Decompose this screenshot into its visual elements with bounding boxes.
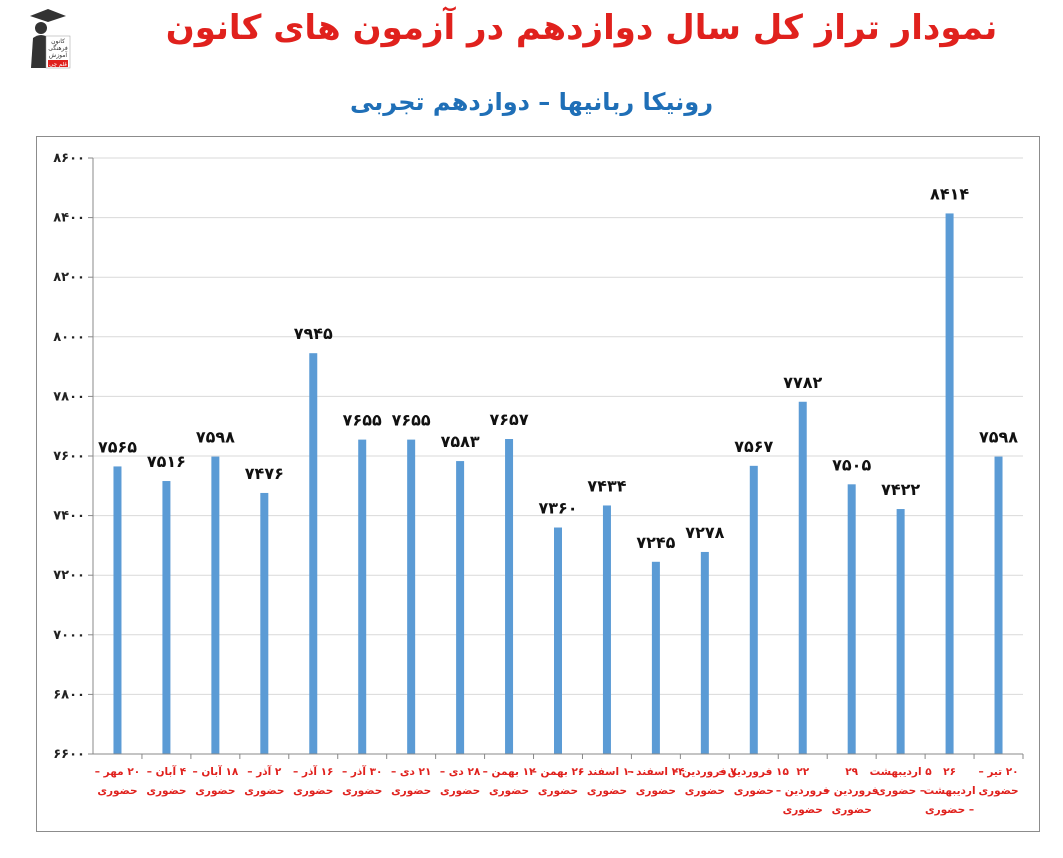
x-tick-label: فروردین – xyxy=(776,785,830,797)
data-label: ۷۳۶۰ xyxy=(538,499,577,518)
y-tick-label: ۷۴۰۰ xyxy=(53,509,85,524)
x-tick-label: فروردین – xyxy=(825,785,879,797)
bar xyxy=(896,509,905,754)
x-tick-label: – حضوری xyxy=(876,785,925,797)
x-tick-label: حضوری xyxy=(97,785,137,797)
data-label: ۷۵۸۳ xyxy=(441,432,480,451)
y-tick-label: ۶۶۰۰ xyxy=(53,747,85,762)
y-tick-label: ۸۶۰۰ xyxy=(53,151,85,166)
chart-subtitle: رونیکا ربانیها – دوازدهم تجربی xyxy=(349,88,714,116)
logo-text-2: آموزش xyxy=(49,50,68,59)
x-tick-label: ۲۸ دی – xyxy=(440,766,481,778)
data-label: ۷۴۳۴ xyxy=(587,476,626,495)
logo-text-3: قلم چی xyxy=(49,62,67,68)
x-tick-label: حضوری xyxy=(636,785,676,797)
x-tick-label: ۱۸ آبان – xyxy=(192,765,238,778)
x-tick-label: ۲۰ مهر – xyxy=(95,766,140,778)
x-tick-label: ۲۰ تیر – xyxy=(978,766,1018,778)
bar xyxy=(456,461,465,754)
y-tick-label: ۷۲۰۰ xyxy=(53,568,85,583)
data-label: ۷۵۱۶ xyxy=(147,452,186,471)
chart-title: نمودار تراز کل سال دوازدهم در آزمون های … xyxy=(165,8,998,48)
data-label: ۷۷۸۲ xyxy=(783,373,822,392)
y-tick-label: ۷۶۰۰ xyxy=(53,449,85,464)
y-tick-label: ۸۰۰۰ xyxy=(53,330,85,345)
x-tick-label: حضوری xyxy=(342,785,382,797)
x-tick-label: حضوری xyxy=(244,785,284,797)
chart-frame xyxy=(36,136,1040,832)
data-label: ۷۶۵۵ xyxy=(343,411,382,430)
bar xyxy=(602,505,611,754)
bar xyxy=(211,456,220,754)
data-label: ۸۴۱۴ xyxy=(930,184,969,203)
data-label: ۷۶۵۵ xyxy=(392,411,431,430)
bar xyxy=(798,401,807,754)
x-tick-label: ۲۹ xyxy=(845,766,858,778)
bar xyxy=(749,465,758,754)
x-tick-label: ۵ اردیبهشت xyxy=(870,766,933,778)
x-tick-label: ۴ آبان – xyxy=(147,765,187,778)
data-label: ۷۴۷۶ xyxy=(245,464,284,483)
data-label: ۷۵۹۸ xyxy=(196,428,235,447)
x-tick-label: ۳۰ آذر – xyxy=(342,765,382,778)
x-tick-label: ۱۶ آذر – xyxy=(293,765,333,778)
logo-text-1: فرهنگی xyxy=(48,44,68,52)
x-tick-label: حضوری xyxy=(489,785,529,797)
x-tick-label: ۲۶ xyxy=(943,766,956,778)
y-tick-label: ۶۸۰۰ xyxy=(53,687,85,702)
x-tick-label: ۲ آذر – xyxy=(247,765,282,778)
x-tick-label: ۷ فروردین – xyxy=(673,766,737,778)
x-tick-label: ۱۵ فروردین – xyxy=(719,766,790,778)
bar xyxy=(994,456,1003,754)
x-tick-label: – حضوری xyxy=(925,804,974,816)
data-label: ۷۹۴۵ xyxy=(294,324,333,343)
bar xyxy=(113,466,122,754)
x-tick-label: ۲۶ بهمن – xyxy=(532,766,585,778)
data-label: ۷۵۶۷ xyxy=(734,437,773,456)
y-tick-label: ۸۲۰۰ xyxy=(53,270,85,285)
y-tick-label: ۷۰۰۰ xyxy=(53,628,85,643)
x-tick-label: حضوری xyxy=(391,785,431,797)
data-label: ۷۲۷۸ xyxy=(685,523,724,542)
data-label: ۷۲۴۵ xyxy=(636,533,675,552)
x-tick-label: حضوری xyxy=(685,785,725,797)
x-tick-label: حضوری xyxy=(440,785,480,797)
bar xyxy=(847,484,856,754)
data-label: ۷۴۲۲ xyxy=(881,480,920,499)
kanoon-logo: کانون فرهنگی آموزش قلم چی xyxy=(26,6,72,72)
x-tick-label: حضوری xyxy=(538,785,578,797)
bar xyxy=(260,492,269,754)
bar xyxy=(407,439,416,754)
x-tick-label: ۱۲ بهمن – xyxy=(483,766,536,778)
bar xyxy=(651,561,660,754)
bar xyxy=(358,439,367,754)
x-tick-label: ۱۰ اسفند – xyxy=(578,766,635,778)
bar xyxy=(309,353,318,754)
x-tick-label: ۲۴ اسفند – xyxy=(627,766,685,778)
y-tick-label: ۷۸۰۰ xyxy=(53,389,85,404)
logo-text-0: کانون xyxy=(51,38,65,45)
bar xyxy=(700,551,709,754)
x-tick-label: حضوری xyxy=(146,785,186,797)
bar xyxy=(945,213,954,755)
x-tick-label: ۲۲ xyxy=(796,766,809,778)
x-tick-label: حضوری xyxy=(195,785,235,797)
bar xyxy=(554,527,562,754)
x-tick-label: حضوری xyxy=(832,804,872,816)
x-tick-label: حضوری xyxy=(783,804,823,816)
data-label: ۷۵۶۵ xyxy=(98,437,137,456)
x-tick-label: حضوری xyxy=(587,785,627,797)
y-tick-label: ۸۴۰۰ xyxy=(53,211,85,226)
x-tick-label: اردیبهشت xyxy=(924,785,976,797)
x-tick-label: ۲۱ دی – xyxy=(391,766,431,778)
x-tick-label: حضوری xyxy=(978,785,1018,797)
data-label: ۷۶۵۷ xyxy=(490,410,529,429)
bar xyxy=(162,481,171,754)
data-label: ۷۵۰۵ xyxy=(832,455,871,474)
data-label: ۷۵۹۸ xyxy=(979,428,1018,447)
x-tick-label: حضوری xyxy=(293,785,333,797)
bar xyxy=(505,439,514,754)
x-tick-label: حضوری xyxy=(734,785,774,797)
